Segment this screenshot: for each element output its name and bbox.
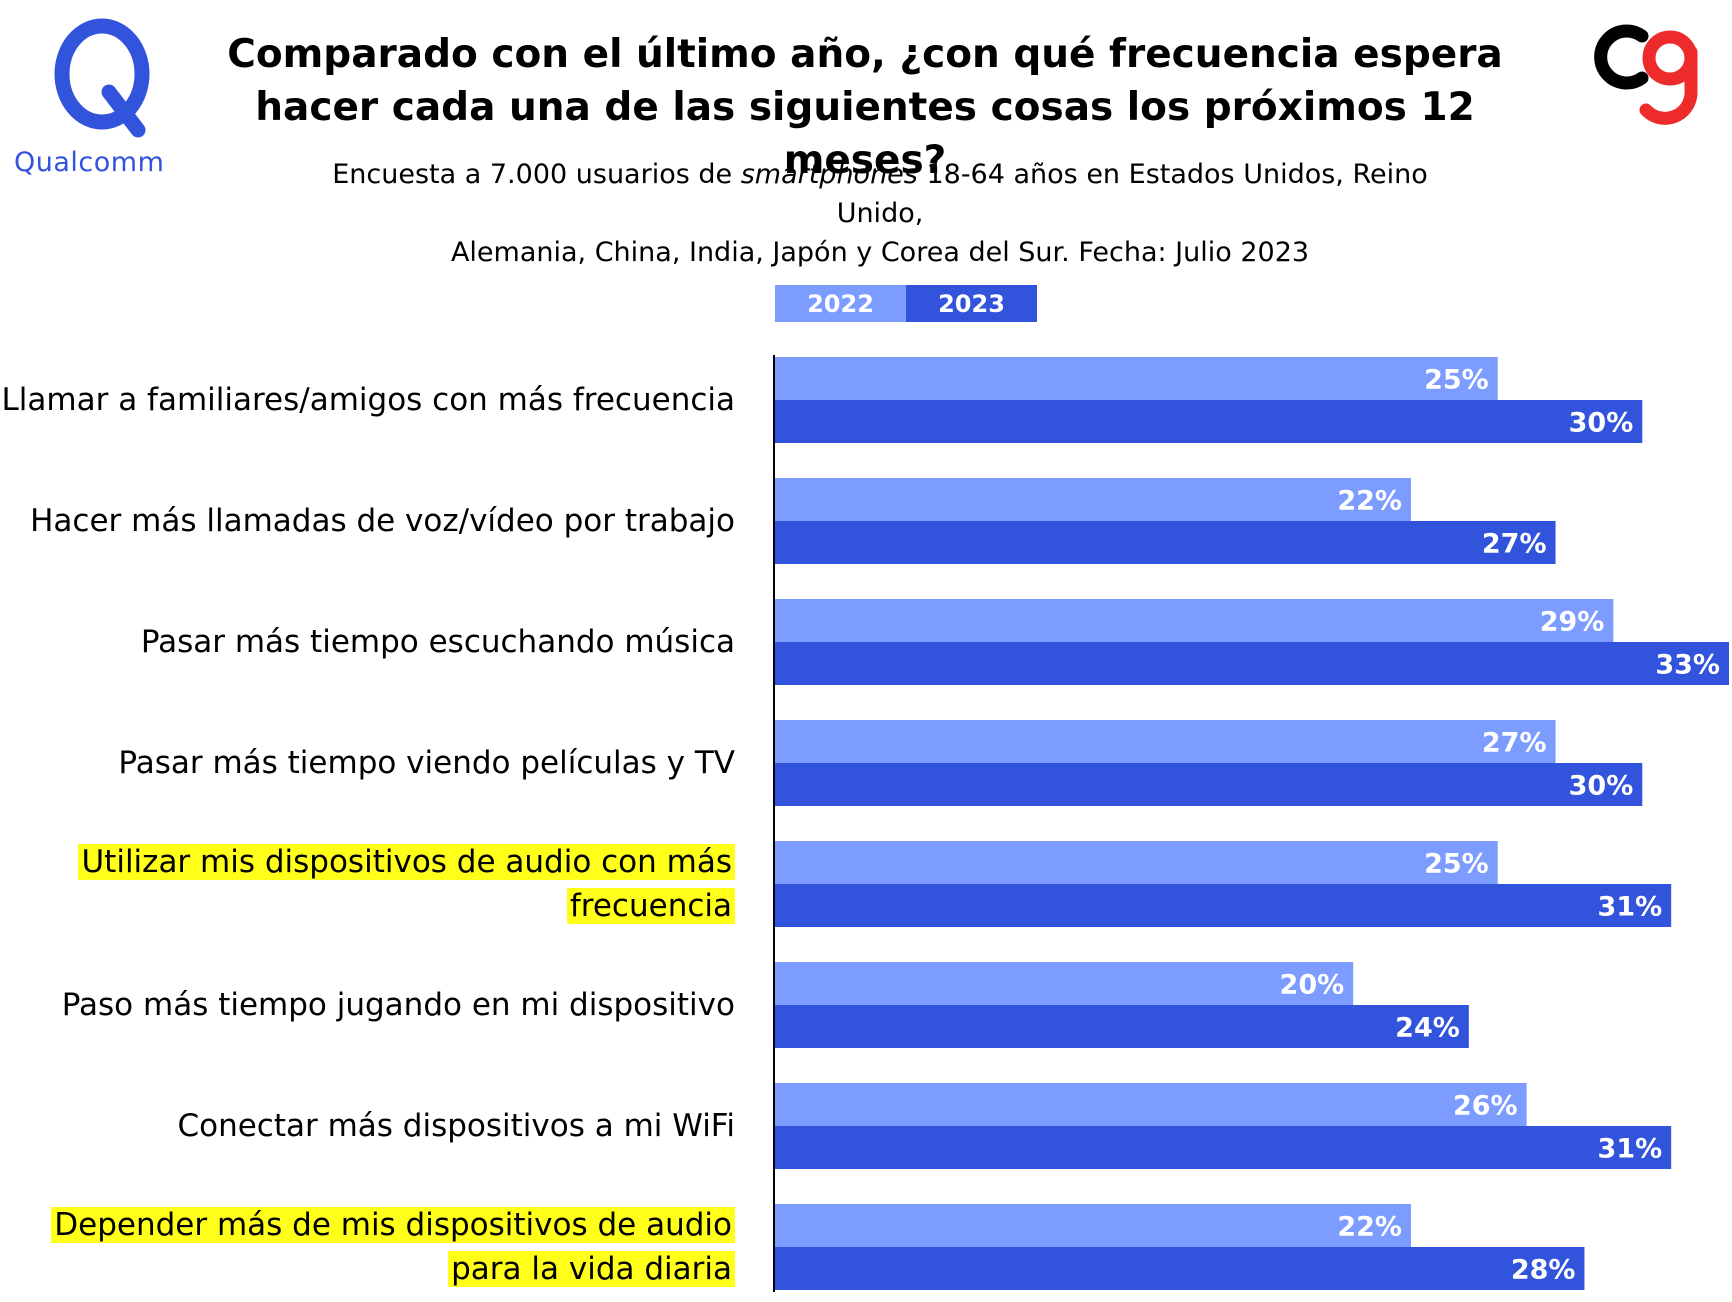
qualcomm-logo: Qualcomm: [14, 14, 164, 184]
bar-2023-3: [775, 642, 1729, 685]
bar-2023-4: [775, 763, 1643, 806]
qualcomm-q-icon: [54, 18, 150, 138]
bar-2023-2: [775, 521, 1556, 564]
category-label-7: Conectar más dispositivos a mi WiFi: [177, 1104, 735, 1148]
bar-2023-5: [775, 884, 1672, 927]
category-label-text: para la vida diaria: [448, 1251, 735, 1287]
chart-title: Comparado con el último año, ¿con qué fr…: [200, 28, 1530, 187]
bar-2023-1: [775, 400, 1643, 443]
category-label-8: Depender más de mis dispositivos de audi…: [51, 1203, 735, 1291]
category-label-6: Paso más tiempo jugando en mi dispositiv…: [62, 983, 735, 1027]
qualcomm-wordmark: Qualcomm: [14, 147, 165, 178]
subtitle-text-italic: smartphones: [740, 159, 918, 190]
category-label-text: Utilizar mis dispositivos de audio con m…: [78, 844, 735, 880]
subtitle-text-a: Encuesta a 7.000 usuarios de: [332, 159, 741, 190]
data-label-2023-1: 30%: [1569, 408, 1634, 439]
bar-2022-8: [775, 1204, 1411, 1247]
category-label-text: Conectar más dispositivos a mi WiFi: [177, 1108, 735, 1144]
data-label-2023-5: 31%: [1598, 892, 1663, 923]
data-label-2022-4: 27%: [1482, 728, 1547, 759]
data-label-2023-2: 27%: [1482, 529, 1547, 560]
legend-item-2023: 2023: [906, 285, 1037, 322]
data-label-2022-7: 26%: [1453, 1091, 1518, 1122]
bar-2022-2: [775, 478, 1411, 521]
bar-2023-7: [775, 1126, 1672, 1169]
category-label-5: Utilizar mis dispositivos de audio con m…: [78, 840, 735, 928]
data-label-2022-5: 25%: [1424, 849, 1489, 880]
category-label-text: Paso más tiempo jugando en mi dispositiv…: [61, 987, 735, 1023]
data-label-2023-7: 31%: [1598, 1134, 1663, 1165]
legend-item-2022: 2022: [775, 285, 906, 322]
bar-2022-4: [775, 720, 1556, 763]
chart-title-line-2: hacer cada una de las siguientes cosas l…: [255, 85, 1475, 183]
data-label-2022-8: 22%: [1337, 1212, 1402, 1243]
category-label-2: Hacer más llamadas de voz/vídeo por trab…: [30, 499, 735, 543]
bar-2022-1: [775, 357, 1498, 400]
category-label-text: Pasar más tiempo viendo películas y TV: [118, 745, 735, 781]
data-label-2022-3: 29%: [1540, 607, 1605, 638]
cg-logo-icon: [1594, 24, 1698, 125]
subtitle-line-2: Alemania, China, India, Japón y Corea de…: [450, 237, 1310, 268]
category-label-text: Pasar más tiempo escuchando música: [140, 624, 735, 660]
cg-logo: [1590, 22, 1708, 128]
data-label-2022-2: 22%: [1337, 486, 1402, 517]
subtitle-text-b: 18-64 años en Estados Unidos, Reino Unid…: [836, 159, 1428, 229]
category-label-3: Pasar más tiempo escuchando música: [141, 620, 735, 664]
category-label-1: Llamar a familiares/amigos con más frecu…: [2, 378, 735, 422]
category-label-text: Depender más de mis dispositivos de audi…: [51, 1207, 735, 1243]
data-label-2022-6: 20%: [1280, 970, 1345, 1001]
category-label-text: Hacer más llamadas de voz/vídeo por trab…: [30, 503, 735, 539]
bar-2023-8: [775, 1247, 1585, 1290]
category-label-4: Pasar más tiempo viendo películas y TV: [118, 741, 735, 785]
data-label-2023-8: 28%: [1511, 1255, 1576, 1286]
bar-2022-7: [775, 1083, 1527, 1126]
data-label-2023-4: 30%: [1569, 771, 1634, 802]
chart-legend: 2022 2023: [775, 285, 1037, 322]
bar-2023-6: [775, 1005, 1469, 1048]
bar-2022-5: [775, 841, 1498, 884]
bar-2022-3: [775, 599, 1614, 642]
category-label-text: Llamar a familiares/amigos con más frecu…: [1, 382, 735, 418]
subtitle-line-1: Encuesta a 7.000 usuarios de smartphones…: [300, 155, 1460, 233]
category-label-text: frecuencia: [566, 888, 735, 924]
data-label-2023-3: 33%: [1655, 650, 1720, 681]
bar-2022-6: [775, 962, 1354, 1005]
data-label-2023-6: 24%: [1395, 1013, 1460, 1044]
data-label-2022-1: 25%: [1424, 365, 1489, 396]
chart-subtitle: Encuesta a 7.000 usuarios de smartphones…: [300, 155, 1460, 272]
chart-title-line-1: Comparado con el último año, ¿con qué fr…: [227, 32, 1503, 77]
